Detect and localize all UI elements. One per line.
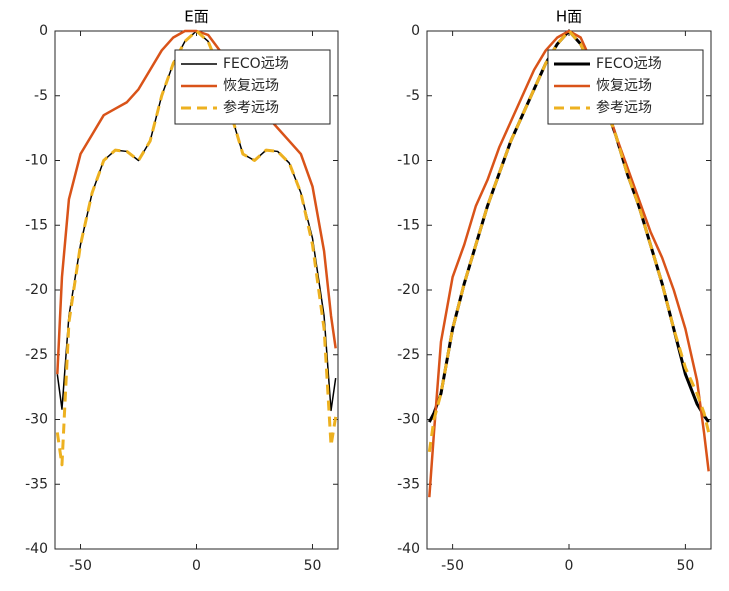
legend-label: 参考远场 <box>223 99 279 116</box>
y-tick-label: -25 <box>397 347 420 363</box>
chart-title: E面 <box>184 8 208 26</box>
x-tick-label: 50 <box>304 558 322 574</box>
y-tick-label: 0 <box>39 23 48 39</box>
x-tick-label: 50 <box>676 558 694 574</box>
x-tick-label: -50 <box>441 558 464 574</box>
legend-label: 恢复远场 <box>596 77 652 94</box>
y-tick-label: -35 <box>25 476 48 492</box>
legend-label: FECO远场 <box>223 56 289 72</box>
x-tick-label: 0 <box>192 558 201 574</box>
x-tick-label: -50 <box>69 558 92 574</box>
y-tick-label: 0 <box>411 23 420 39</box>
legend-label: 恢复远场 <box>223 77 279 94</box>
series-line <box>55 29 338 467</box>
y-tick-label: -15 <box>397 217 420 233</box>
x-tick-label: 0 <box>565 558 574 574</box>
y-tick-label: -20 <box>397 282 420 298</box>
chart-title: H面 <box>556 8 582 26</box>
y-tick-label: -30 <box>25 412 48 428</box>
series-line <box>427 29 711 453</box>
y-tick-label: -5 <box>34 88 48 104</box>
y-tick-label: -5 <box>406 88 420 104</box>
y-tick-label: -10 <box>25 153 48 169</box>
series-line <box>56 29 337 375</box>
y-tick-label: -30 <box>397 412 420 428</box>
y-tick-label: -10 <box>397 153 420 169</box>
y-tick-label: -35 <box>397 476 420 492</box>
y-tick-label: -40 <box>397 541 420 557</box>
y-tick-label: -25 <box>25 347 48 363</box>
legend-label: FECO远场 <box>596 56 662 72</box>
legend-label: 参考远场 <box>596 99 652 116</box>
y-tick-label: -40 <box>25 541 48 557</box>
series-line <box>428 29 710 498</box>
y-tick-label: -15 <box>25 217 48 233</box>
y-tick-label: -20 <box>25 282 48 298</box>
